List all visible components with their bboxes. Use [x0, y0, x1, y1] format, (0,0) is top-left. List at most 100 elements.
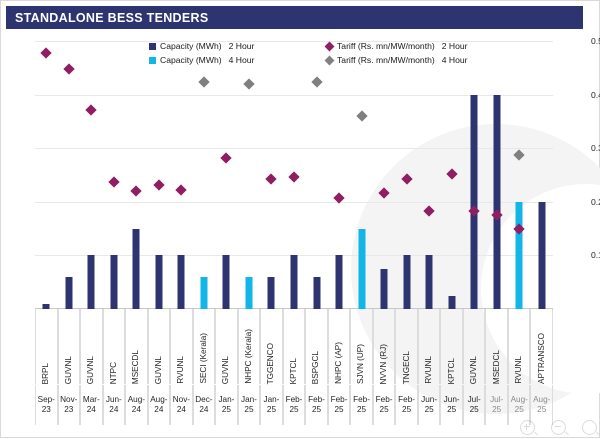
bar-capacity-2h[interactable] — [87, 255, 95, 309]
marker-tariff-2h[interactable] — [288, 171, 300, 183]
chart-column[interactable] — [103, 41, 126, 309]
marker-tariff-2h[interactable] — [175, 184, 188, 196]
x-axis-date-band: Sep- 23 Nov- 23 Mar- 24 Jun- 24 Aug- 24 Aug- 24 Nov-… — [35, 385, 553, 427]
chart-column[interactable] — [440, 41, 463, 309]
x-axis-date-year: 25 — [469, 405, 479, 414]
zoom-out-icon[interactable] — [551, 420, 566, 435]
chart-column[interactable] — [418, 41, 441, 309]
chart-column[interactable] — [170, 41, 193, 309]
x-axis-date-month: Feb- — [285, 394, 303, 404]
bar-capacity-2h[interactable] — [132, 228, 140, 309]
bar-capacity-2h[interactable] — [380, 268, 388, 309]
x-axis-date-year: 25 — [357, 405, 367, 414]
marker-tariff-4h[interactable] — [355, 110, 368, 122]
marker-tariff-4h[interactable] — [243, 78, 255, 91]
legend-diamond-tariff-2h — [324, 41, 335, 51]
chart-column[interactable] — [260, 41, 283, 309]
bar-capacity-2h[interactable] — [403, 255, 411, 309]
chart-column[interactable] — [283, 41, 306, 309]
bar-capacity-2h[interactable] — [155, 255, 163, 309]
plot-area: 1,0002,0003,0004,0005,0000.10.20.30.40.5 — [35, 36, 600, 309]
bar-capacity-4h[interactable] — [200, 276, 208, 309]
x-axis-category-label: BSPGCL — [311, 350, 321, 384]
x-axis-category-cell: APTRANSCO — [530, 309, 553, 384]
marker-tariff-2h[interactable] — [40, 47, 52, 59]
chart-column[interactable] — [193, 41, 216, 309]
x-axis-category-cell: NVVN (RJ) — [372, 309, 396, 384]
chart-column[interactable] — [125, 41, 148, 309]
chart-column[interactable] — [305, 41, 328, 309]
bar-capacity-2h[interactable] — [493, 94, 501, 309]
bar-capacity-2h[interactable] — [538, 201, 546, 309]
marker-tariff-2h[interactable] — [265, 173, 278, 185]
chart-column[interactable] — [373, 41, 396, 309]
x-axis-date-cell: Aug- 25 — [530, 385, 553, 425]
chart-column[interactable] — [508, 41, 531, 309]
marker-tariff-2h[interactable] — [423, 205, 435, 218]
chart-column[interactable] — [485, 41, 508, 309]
zoom-controls[interactable] — [520, 420, 597, 435]
y-axis-tick-right: 0.4 — [591, 89, 600, 100]
chart-column[interactable] — [350, 41, 373, 309]
search-icon[interactable] — [582, 420, 597, 435]
x-axis-date-year: 25 — [424, 405, 434, 414]
x-axis-category-label: RVUNL — [424, 356, 434, 384]
y-axis-tick-right: 0.1 — [591, 250, 600, 261]
marker-tariff-4h[interactable] — [513, 148, 525, 161]
chart-column[interactable] — [35, 41, 58, 309]
bar-capacity-4h[interactable] — [358, 228, 366, 309]
bar-capacity-2h[interactable] — [222, 255, 230, 309]
marker-tariff-2h[interactable] — [400, 173, 413, 185]
x-axis-date-cell: Jan- 25 — [237, 385, 261, 425]
chart-column[interactable] — [148, 41, 171, 309]
bar-capacity-2h[interactable] — [425, 255, 433, 309]
bar-capacity-4h[interactable] — [515, 201, 523, 309]
marker-tariff-4h[interactable] — [310, 76, 323, 88]
x-axis-date-year: 23 — [64, 405, 74, 414]
chart-column[interactable] — [328, 41, 351, 309]
marker-tariff-2h[interactable] — [130, 184, 142, 197]
x-axis-date-year: 25 — [379, 405, 389, 414]
marker-tariff-2h[interactable] — [333, 192, 345, 204]
chart-column[interactable] — [463, 41, 486, 309]
marker-tariff-2h[interactable] — [85, 103, 97, 116]
marker-tariff-2h[interactable] — [108, 176, 120, 188]
x-axis-date-month: Sep- — [37, 394, 55, 404]
chart-column[interactable] — [58, 41, 81, 309]
bar-capacity-2h[interactable] — [290, 255, 298, 309]
bar-capacity-2h[interactable] — [470, 94, 478, 309]
x-axis-category-label: NTPC — [108, 361, 118, 384]
x-axis-category-label: GUVNL — [63, 355, 73, 384]
bar-capacity-2h[interactable] — [313, 276, 320, 309]
zoom-in-icon[interactable] — [520, 420, 535, 435]
bar-capacity-2h[interactable] — [110, 255, 118, 309]
chart-column[interactable] — [80, 41, 103, 309]
bar-capacity-4h[interactable] — [245, 276, 253, 309]
chart-column[interactable] — [395, 41, 418, 309]
x-axis-category-cell: RVUNL — [507, 309, 531, 384]
chart-column[interactable] — [530, 41, 553, 309]
chart-title-bar: STANDALONE BESS TENDERS — [6, 6, 583, 29]
bar-capacity-2h[interactable] — [42, 303, 50, 309]
bar-capacity-2h[interactable] — [335, 255, 343, 309]
x-axis-category-cell: SECI (Kerala) — [192, 309, 216, 384]
marker-tariff-2h[interactable] — [378, 187, 390, 199]
x-axis-category-cell: NHPC (AP) — [327, 309, 351, 384]
x-axis-date-month: Nov- — [60, 394, 78, 404]
bar-capacity-2h[interactable] — [65, 276, 73, 309]
bar-capacity-2h[interactable] — [267, 276, 275, 309]
chart-column[interactable] — [238, 41, 261, 309]
x-axis-category-cell: NTPC — [102, 309, 126, 384]
legend-item-capacity-2h: Capacity (MWh) 2 Hour — [149, 41, 254, 51]
x-axis-date-month: Jan- — [218, 394, 235, 404]
x-axis-date-month: Dec- — [195, 394, 213, 404]
x-axis-date-month: Nov- — [172, 394, 191, 404]
marker-tariff-2h[interactable] — [220, 152, 233, 165]
chart-column[interactable] — [215, 41, 238, 309]
bar-capacity-2h[interactable] — [177, 255, 185, 309]
bar-capacity-2h[interactable] — [448, 295, 456, 309]
marker-tariff-2h[interactable] — [63, 63, 75, 76]
marker-tariff-2h[interactable] — [153, 179, 165, 191]
marker-tariff-4h[interactable] — [198, 76, 210, 88]
marker-tariff-2h[interactable] — [445, 168, 458, 181]
